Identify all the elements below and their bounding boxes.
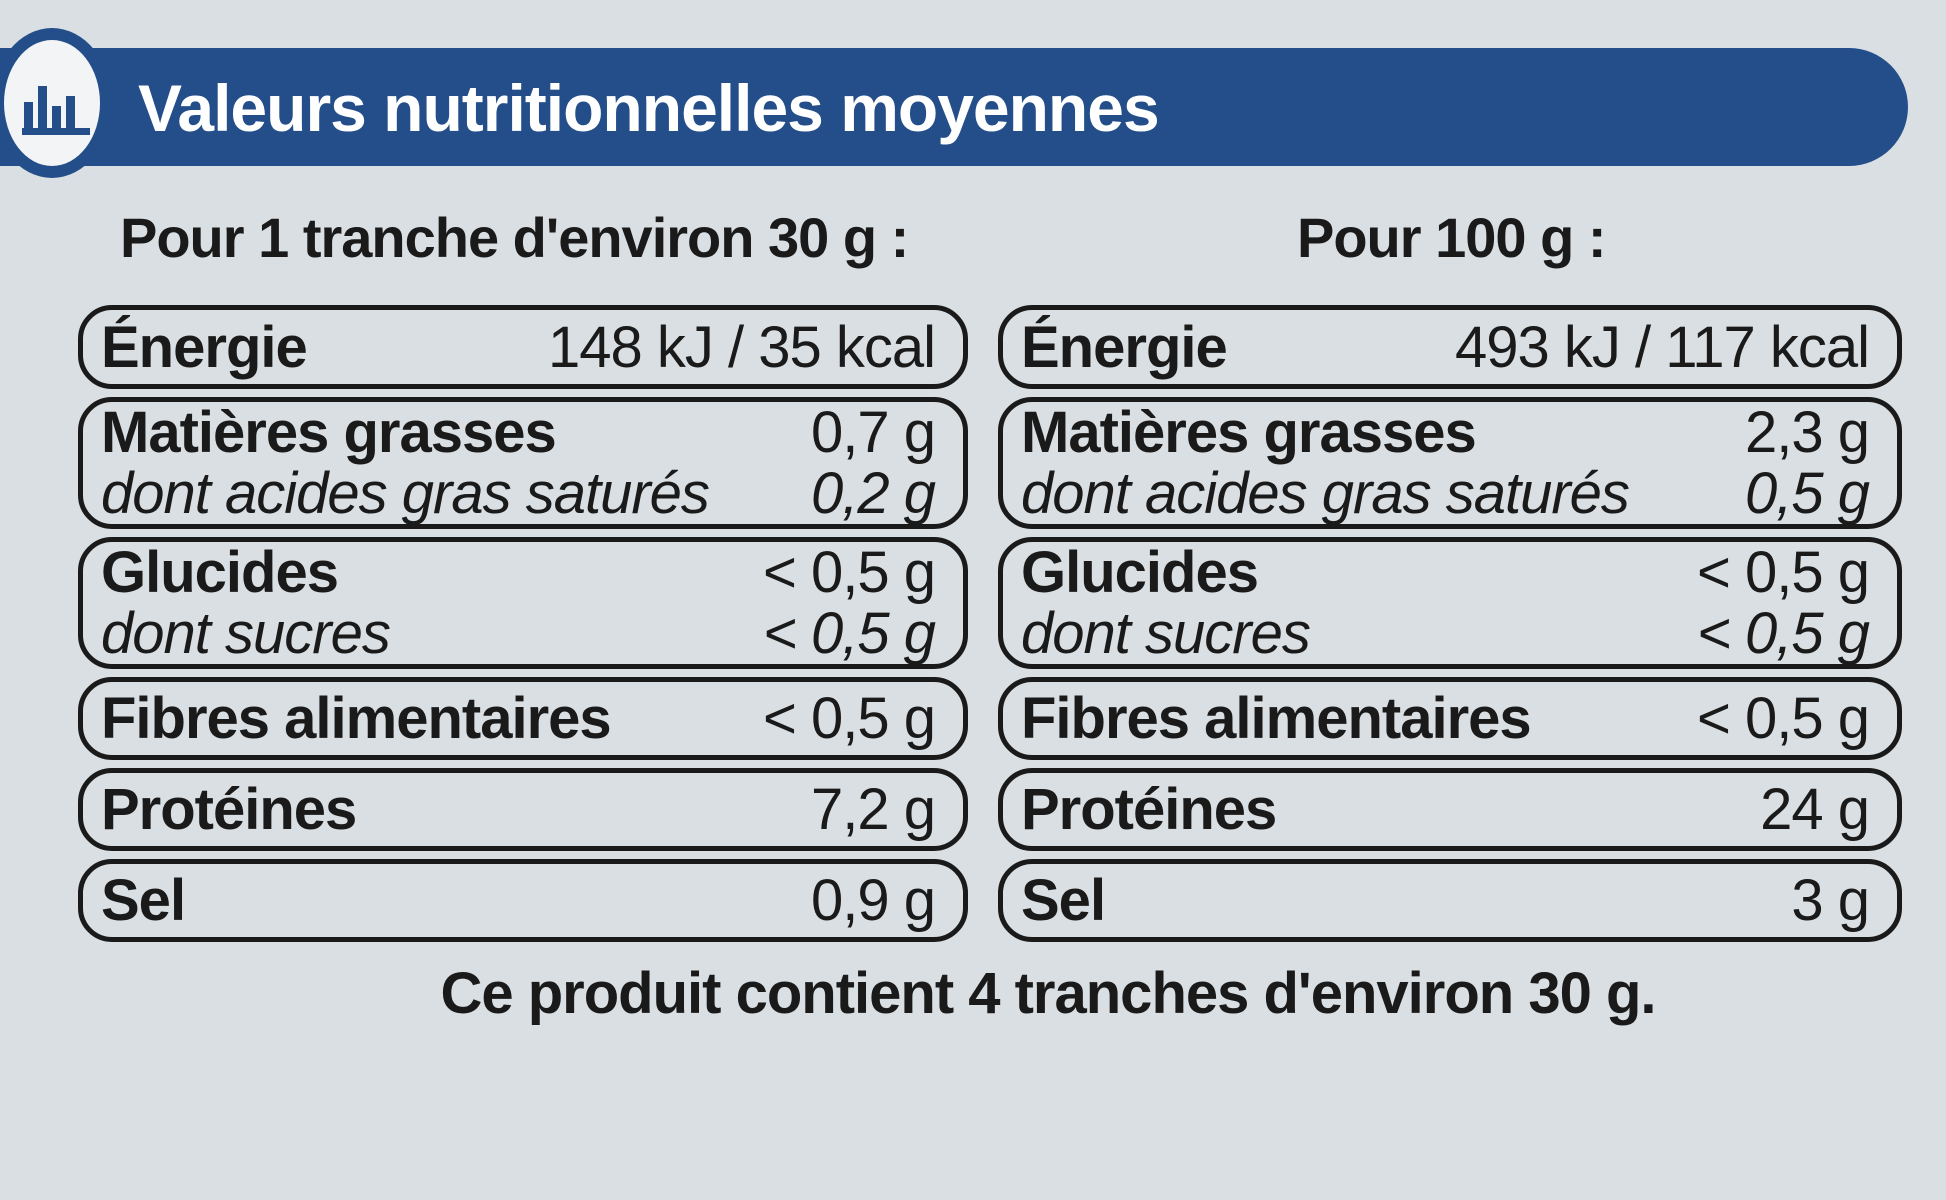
label: Matières grasses bbox=[1021, 400, 1477, 465]
label: Sel bbox=[1021, 868, 1106, 933]
row-glucides: Glucides < 0,5 g dont sucres < 0,5 g bbox=[78, 537, 968, 669]
label: dont acides gras saturés bbox=[101, 461, 710, 526]
value: 0,7 g bbox=[811, 400, 936, 465]
label: Énergie bbox=[101, 314, 308, 380]
row-energie: Énergie 148 kJ / 35 kcal bbox=[78, 305, 968, 389]
bar-chart-icon bbox=[22, 86, 90, 135]
footer-text: Ce produit contient 4 tranches d'environ… bbox=[440, 961, 1657, 1026]
value: 0,9 g bbox=[811, 868, 936, 933]
value: 148 kJ / 35 kcal bbox=[548, 314, 936, 380]
column-heading-per-slice: Pour 1 tranche d'environ 30 g : bbox=[120, 206, 909, 269]
label: Protéines bbox=[1021, 777, 1277, 842]
header-banner bbox=[0, 48, 1908, 166]
value: 493 kJ / 117 kcal bbox=[1455, 314, 1870, 380]
value: < 0,5 g bbox=[1697, 686, 1870, 751]
value: 0,5 g bbox=[1745, 461, 1870, 526]
value: < 0,5 g bbox=[763, 540, 936, 605]
value: < 0,5 g bbox=[763, 686, 936, 751]
row-glucides: Glucides < 0,5 g dont sucres < 0,5 g bbox=[998, 537, 1902, 669]
value: < 0,5 g bbox=[1697, 540, 1870, 605]
label: Glucides bbox=[101, 540, 339, 605]
label: Fibres alimentaires bbox=[101, 686, 612, 751]
row-sel: Sel 3 g bbox=[998, 859, 1902, 942]
value: 7,2 g bbox=[811, 777, 936, 842]
label: dont sucres bbox=[1021, 601, 1311, 666]
nutrition-table-per-slice: Énergie 148 kJ / 35 kcal Matières grasses… bbox=[78, 305, 968, 950]
row-matieres-grasses: Matières grasses 0,7 g dont acides gras s… bbox=[78, 397, 968, 529]
page-title: Valeurs nutritionnelles moyennes bbox=[138, 71, 1160, 145]
value: 3 g bbox=[1791, 868, 1870, 933]
label: Sel bbox=[101, 868, 186, 933]
label: dont acides gras saturés bbox=[1021, 461, 1630, 526]
nutrition-table-per-100g: Énergie 493 kJ / 117 kcal Matières grasse… bbox=[998, 305, 1902, 950]
label: Protéines bbox=[101, 777, 357, 842]
value: 2,3 g bbox=[1745, 400, 1870, 465]
value: < 0,5 g bbox=[763, 601, 936, 666]
row-matieres-grasses: Matières grasses 2,3 g dont acides gras s… bbox=[998, 397, 1902, 529]
value: 24 g bbox=[1760, 777, 1870, 842]
label: Fibres alimentaires bbox=[1021, 686, 1532, 751]
label: Énergie bbox=[1021, 314, 1228, 380]
row-fibres: Fibres alimentaires < 0,5 g bbox=[78, 677, 968, 760]
row-fibres: Fibres alimentaires < 0,5 g bbox=[998, 677, 1902, 760]
row-sel: Sel 0,9 g bbox=[78, 859, 968, 942]
column-heading-per-100g: Pour 100 g : bbox=[1297, 206, 1607, 269]
row-energie: Énergie 493 kJ / 117 kcal bbox=[998, 305, 1902, 389]
label: dont sucres bbox=[101, 601, 391, 666]
footer-note: Ce produit contient 4 tranches d'environ… bbox=[0, 960, 1946, 1027]
value: 0,2 g bbox=[811, 461, 936, 526]
label: Glucides bbox=[1021, 540, 1259, 605]
value: < 0,5 g bbox=[1697, 601, 1870, 666]
row-proteines: Protéines 7,2 g bbox=[78, 768, 968, 851]
label: Matières grasses bbox=[101, 400, 557, 465]
row-proteines: Protéines 24 g bbox=[998, 768, 1902, 851]
